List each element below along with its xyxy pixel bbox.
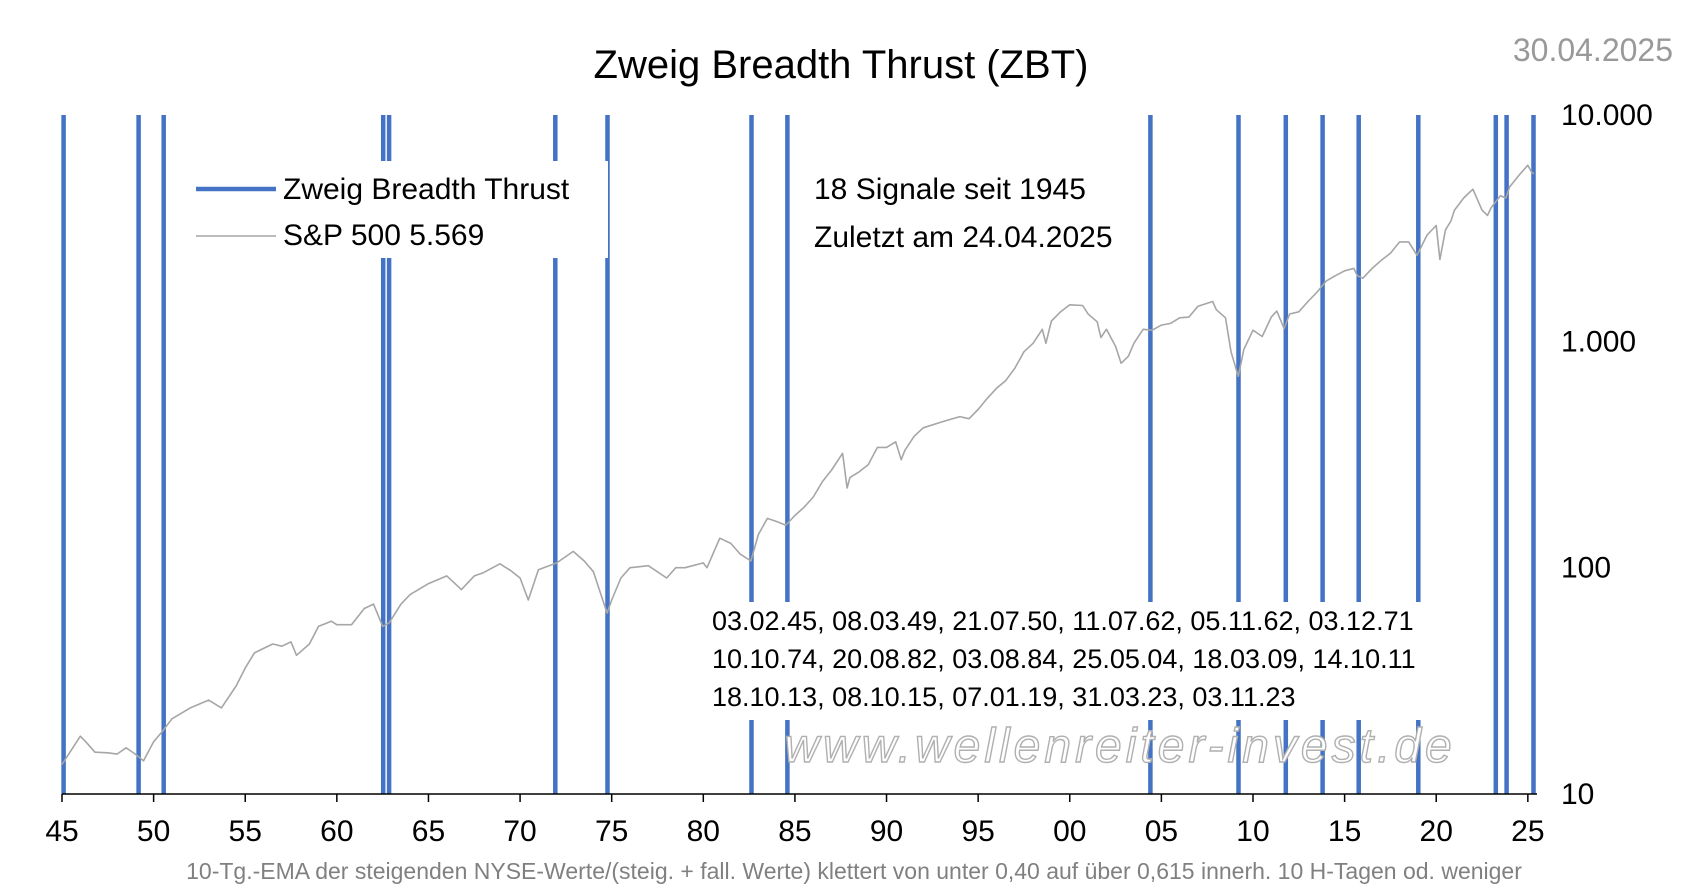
- x-tick-label-45: 45: [45, 815, 78, 848]
- signal-list-line-3: 18.10.13, 08.10.15, 07.01.19, 31.03.23, …: [712, 682, 1296, 712]
- y-tick-label-100: 100: [1561, 552, 1611, 585]
- y-axis: 10 100 1.000 10.000: [1561, 99, 1653, 811]
- x-tick-label-75: 75: [595, 815, 628, 848]
- x-tick-label-15: 15: [1328, 815, 1361, 848]
- legend-box: [192, 161, 608, 258]
- footnote: 10-Tg.-EMA der steigenden NYSE-Werte/(st…: [186, 858, 1522, 884]
- x-tick-label-10: 10: [1236, 815, 1269, 848]
- x-tick-label-60: 60: [320, 815, 353, 848]
- info-signal-count: 18 Signale seit 1945: [814, 173, 1086, 206]
- legend-label-sp500: S&P 500 5.569: [283, 219, 484, 252]
- sp500-series: [61, 164, 1535, 765]
- x-tick-label-25: 25: [1511, 815, 1544, 848]
- x-tick-label-85: 85: [778, 815, 811, 848]
- info-last-signal: Zuletzt am 24.04.2025: [814, 221, 1113, 254]
- x-tick-label-05: 05: [1145, 815, 1178, 848]
- signal-list-line-1: 03.02.45, 08.03.49, 21.07.50, 11.07.62, …: [712, 606, 1414, 636]
- x-tick-label-00: 00: [1053, 815, 1086, 848]
- sp500-line: [61, 164, 1535, 765]
- x-tick-label-50: 50: [137, 815, 170, 848]
- legend: Zweig Breadth Thrust S&P 500 5.569: [192, 161, 608, 258]
- signal-list: 03.02.45, 08.03.49, 21.07.50, 11.07.62, …: [706, 602, 1448, 720]
- x-tick-label-20: 20: [1420, 815, 1453, 848]
- x-tick-label-70: 70: [503, 815, 536, 848]
- x-tick-label-55: 55: [229, 815, 262, 848]
- x-tick-label-95: 95: [961, 815, 994, 848]
- y-tick-label-10000: 10.000: [1561, 99, 1653, 132]
- signal-list-box: [706, 602, 1448, 720]
- info-box: 18 Signale seit 1945 Zuletzt am 24.04.20…: [814, 173, 1113, 254]
- chart-title: Zweig Breadth Thrust (ZBT): [594, 43, 1089, 87]
- x-tick-label-80: 80: [687, 815, 720, 848]
- y-tick-label-1000: 1.000: [1561, 325, 1636, 358]
- x-tick-label-90: 90: [870, 815, 903, 848]
- legend-label-zbt: Zweig Breadth Thrust: [283, 173, 570, 206]
- watermark: www.wellenreiter-invest.de: [784, 720, 1455, 773]
- x-axis: 45 50 55 60 65 70 75 80 85 90 95 00 05 10 15 20 25: [45, 794, 1545, 848]
- x-tick-label-65: 65: [412, 815, 445, 848]
- signal-list-line-2: 10.10.74, 20.08.82, 03.08.84, 25.05.04, …: [712, 644, 1416, 674]
- date-stamp: 30.04.2025: [1513, 32, 1673, 68]
- y-tick-label-10: 10: [1561, 778, 1594, 811]
